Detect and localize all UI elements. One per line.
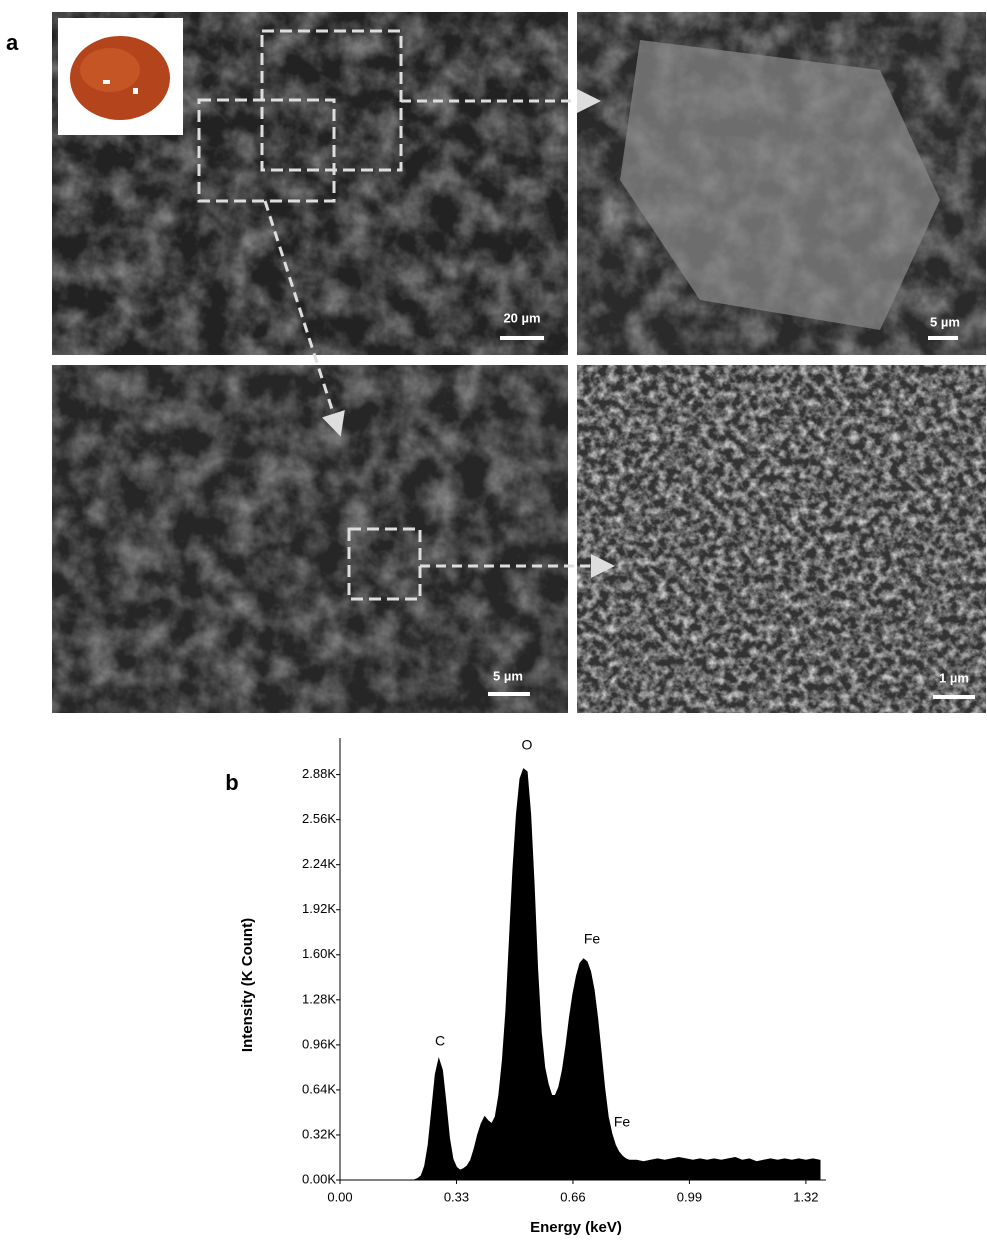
y-tick-label: 2.88K xyxy=(302,766,336,781)
y-tick-label: 0.32K xyxy=(302,1126,336,1141)
y-tick-label: 0.96K xyxy=(302,1036,336,1051)
sem-image xyxy=(52,12,986,713)
scale-bar-label: 5 µm xyxy=(930,314,960,329)
x-tick-label: 0.66 xyxy=(560,1189,585,1204)
inset-photo xyxy=(58,18,183,135)
peak-label: Fe xyxy=(614,1114,631,1130)
y-tick-label: 0.00K xyxy=(302,1171,336,1186)
y-tick-label: 1.28K xyxy=(302,991,336,1006)
scale-bar-label: 1 µm xyxy=(939,670,969,685)
x-tick-label: 0.00 xyxy=(327,1189,352,1204)
x-tick-label: 1.32 xyxy=(793,1189,818,1204)
panel-label: a xyxy=(6,30,19,55)
x-tick-label: 0.99 xyxy=(677,1189,702,1204)
y-tick-label: 1.60K xyxy=(302,946,336,961)
x-axis-label: Energy (keV) xyxy=(530,1219,622,1236)
peak-label: Fe xyxy=(584,931,601,947)
x-tick-label: 0.33 xyxy=(444,1189,469,1204)
y-tick-label: 2.24K xyxy=(302,856,336,871)
scale-bar-label: 20 µm xyxy=(503,310,540,325)
panel-label: b xyxy=(225,770,238,795)
y-axis-label: Intensity (K Count) xyxy=(239,918,256,1052)
figure: a 20 µm 5 µm 5 µm 1 µm b Energy (keV) In… xyxy=(0,0,987,1242)
peak-label: O xyxy=(522,737,533,753)
peak-label: C xyxy=(435,1033,445,1049)
y-tick-label: 0.64K xyxy=(302,1081,336,1096)
y-tick-label: 2.56K xyxy=(302,811,336,826)
y-tick-label: 1.92K xyxy=(302,901,336,916)
scale-bar-label: 5 µm xyxy=(493,668,523,683)
